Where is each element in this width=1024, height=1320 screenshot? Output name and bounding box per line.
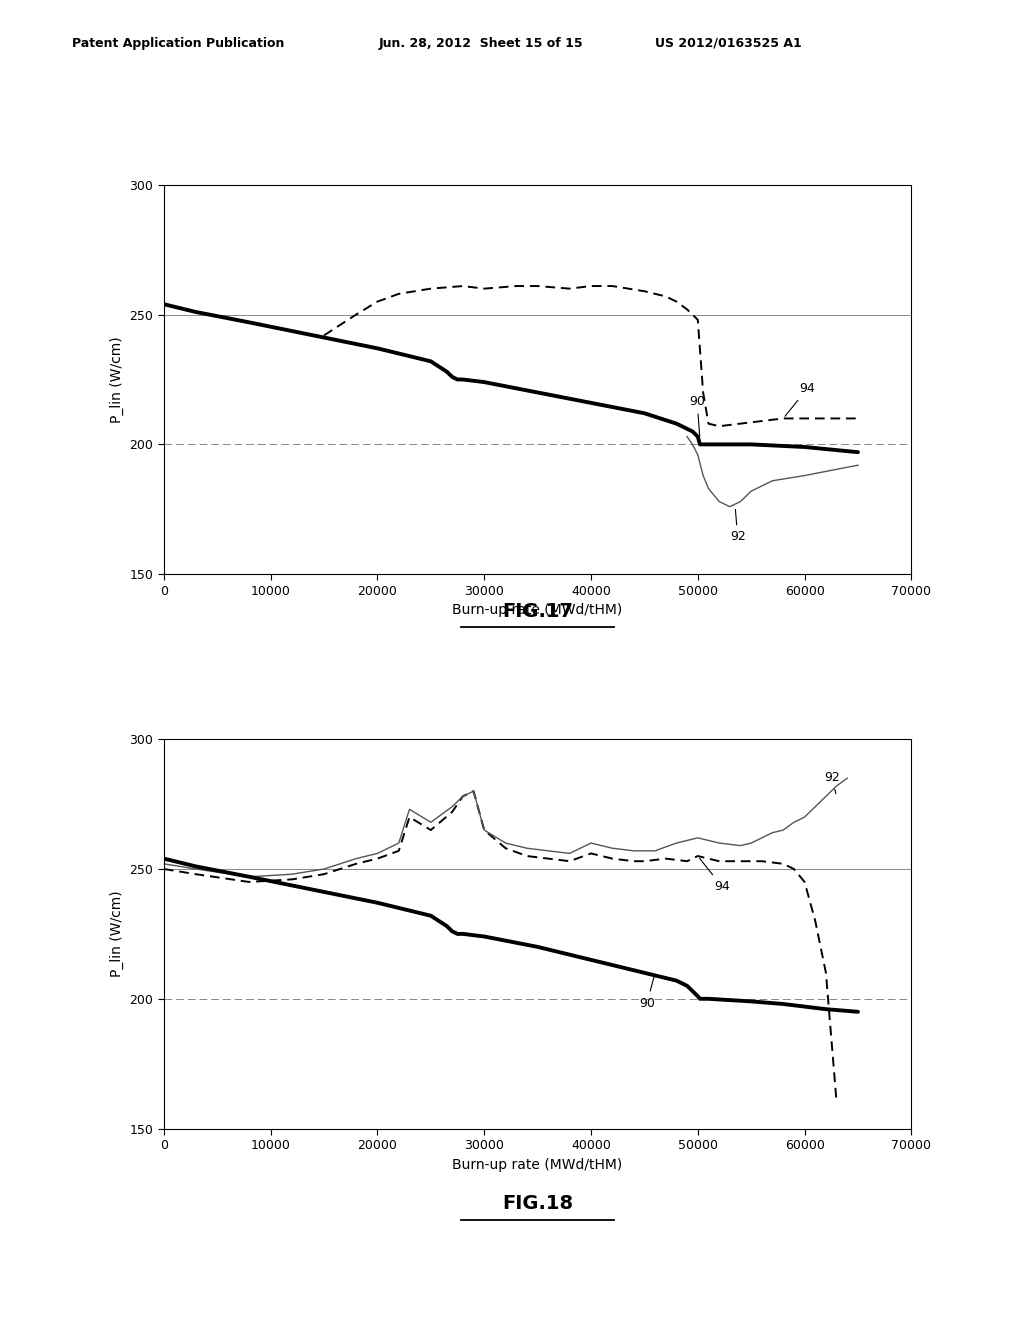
X-axis label: Burn-up rate (MWd/tHM): Burn-up rate (MWd/tHM) — [453, 1158, 623, 1172]
Text: 94: 94 — [699, 858, 729, 892]
Y-axis label: P_lin (W/cm): P_lin (W/cm) — [110, 891, 124, 977]
Text: Patent Application Publication: Patent Application Publication — [72, 37, 284, 50]
Text: Jun. 28, 2012  Sheet 15 of 15: Jun. 28, 2012 Sheet 15 of 15 — [379, 37, 584, 50]
Text: 92: 92 — [730, 510, 745, 544]
X-axis label: Burn-up rate (MWd/tHM): Burn-up rate (MWd/tHM) — [453, 603, 623, 618]
Text: US 2012/0163525 A1: US 2012/0163525 A1 — [655, 37, 802, 50]
Text: 92: 92 — [823, 771, 840, 793]
Text: FIG.17: FIG.17 — [502, 602, 573, 620]
Y-axis label: P_lin (W/cm): P_lin (W/cm) — [110, 337, 124, 422]
Text: FIG.18: FIG.18 — [502, 1195, 573, 1213]
Text: 94: 94 — [785, 383, 815, 416]
Text: 90: 90 — [689, 396, 706, 437]
Text: 90: 90 — [639, 975, 655, 1010]
